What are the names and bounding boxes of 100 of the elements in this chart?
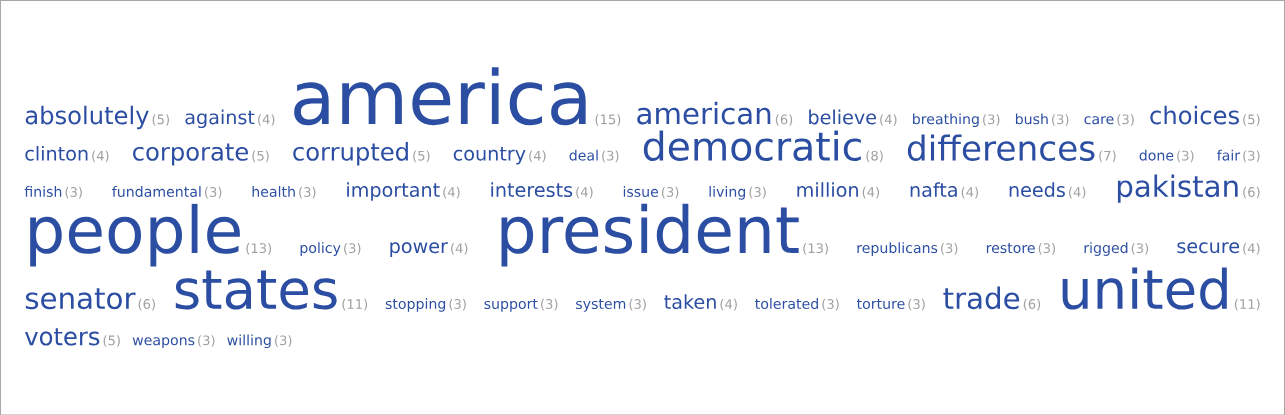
data-label: (3) — [749, 186, 766, 199]
data-label: (3) — [908, 298, 925, 311]
data-label: (3) — [1052, 113, 1069, 126]
data-label: (4) — [1243, 242, 1260, 255]
category-label: taken — [664, 294, 716, 309]
category-label: tolerated — [755, 297, 818, 309]
data-label: (5) — [103, 334, 120, 347]
category-label: states — [175, 270, 337, 310]
data-label: (4) — [443, 186, 460, 199]
category-label: rigged — [1084, 242, 1128, 256]
category-label: america — [294, 67, 586, 125]
data-label: (15) — [595, 113, 621, 126]
category-label: corporate — [133, 143, 248, 166]
data-label: (4) — [529, 150, 546, 162]
category-label: against — [185, 109, 255, 128]
data-label: (3) — [941, 242, 958, 255]
data-label: (11) — [342, 298, 368, 311]
data-label: (3) — [1038, 242, 1056, 255]
category-label: torture — [856, 298, 905, 309]
data-label: (5) — [152, 113, 169, 126]
category-label: fair — [1217, 149, 1241, 161]
data-label: (4) — [720, 298, 737, 311]
category-label: senator — [25, 288, 136, 309]
data-label: (4) — [862, 186, 880, 199]
data-label: (3) — [65, 186, 82, 199]
category-label: health — [252, 185, 295, 197]
category-label: president — [501, 203, 799, 267]
data-label: (6) — [1023, 298, 1041, 311]
data-label: (3) — [205, 186, 222, 199]
data-label: (5) — [1243, 113, 1260, 126]
category-label: done — [1139, 149, 1174, 161]
data-label: (3) — [1177, 150, 1194, 162]
category-label: country — [453, 146, 526, 165]
data-label: (4) — [961, 186, 979, 199]
data-label: (3) — [629, 298, 646, 311]
category-label: weapons — [132, 337, 195, 348]
category-label: system — [576, 298, 626, 312]
data-label: (4) — [576, 186, 593, 199]
category-label: power — [390, 242, 448, 257]
category-label: needs — [1009, 182, 1065, 197]
data-label: (6) — [775, 113, 793, 126]
category-label: bush — [1015, 113, 1048, 125]
category-label: stopping — [385, 297, 446, 312]
data-label: (4) — [451, 242, 468, 255]
data-label: (3) — [1243, 150, 1260, 162]
data-label: (3) — [198, 334, 215, 347]
category-label: deal — [569, 149, 598, 161]
category-label: democratic — [643, 130, 861, 161]
data-label: (6) — [1243, 186, 1260, 199]
data-label: (3) — [661, 186, 679, 199]
data-label: (3) — [541, 298, 558, 311]
category-label: important — [347, 182, 440, 201]
category-label: care — [1084, 115, 1114, 125]
category-label: american — [637, 101, 771, 125]
data-label: (4) — [258, 113, 275, 126]
category-label: trade — [943, 286, 1020, 309]
data-label: (4) — [1069, 186, 1086, 199]
category-label: issue — [623, 185, 659, 197]
data-label: (3) — [275, 334, 292, 347]
data-label: (3) — [1131, 242, 1149, 255]
category-label: living — [709, 185, 746, 200]
data-label: (4) — [92, 150, 109, 162]
category-label: secure — [1177, 242, 1240, 254]
category-label: corrupted — [293, 141, 408, 166]
data-label: (13) — [803, 242, 828, 255]
category-label: clinton — [25, 145, 88, 161]
data-label: (3) — [1117, 113, 1134, 126]
data-label: (13) — [246, 242, 272, 255]
data-label: (5) — [252, 150, 269, 162]
data-label: (3) — [344, 242, 361, 255]
data-label: (3) — [983, 113, 1000, 126]
category-label: united — [1062, 267, 1227, 310]
category-label: support — [484, 298, 538, 312]
category-label: policy — [300, 242, 341, 256]
category-label: nafta — [910, 182, 957, 197]
category-label: republicans — [857, 242, 938, 256]
data-label: (5) — [413, 150, 430, 162]
data-label: (7) — [1099, 150, 1116, 162]
category-label: restore — [986, 242, 1035, 253]
category-label: pakistan — [1117, 174, 1238, 203]
category-label: willing — [227, 334, 271, 348]
category-label: interests — [491, 182, 573, 197]
data-label: (11) — [1234, 298, 1260, 311]
data-label: (8) — [866, 150, 883, 162]
category-label: people — [30, 203, 240, 267]
category-label: voters — [25, 327, 100, 346]
category-label: believe — [809, 109, 877, 125]
data-label: (6) — [138, 298, 155, 311]
category-label: differences — [907, 134, 1095, 161]
category-label: choices — [1150, 105, 1239, 125]
category-label: finish — [24, 185, 62, 197]
data-label: (3) — [449, 298, 466, 311]
data-label: (3) — [299, 186, 316, 199]
data-label: (4) — [880, 113, 897, 126]
category-label: million — [797, 182, 858, 197]
category-label: absolutely — [25, 105, 149, 129]
data-label: (3) — [602, 150, 619, 162]
data-label: (3) — [822, 298, 839, 311]
category-label: fundamental — [112, 185, 201, 197]
category-label: breathing — [913, 113, 979, 127]
